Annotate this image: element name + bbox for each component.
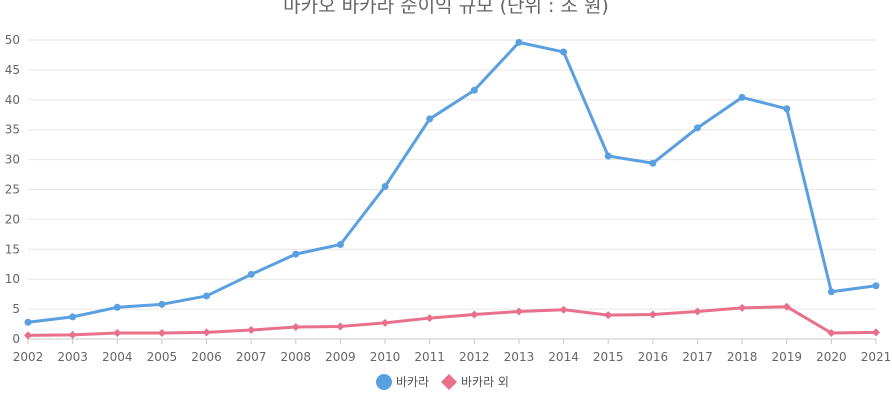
data-point[interactable] [783,105,791,113]
series-line-1 [27,305,877,337]
legend: 바카라 바카라 외 [376,374,509,390]
legend-marker-circle[interactable] [376,374,392,390]
data-point[interactable] [515,38,523,46]
data-point[interactable] [470,86,478,94]
data-point[interactable] [247,326,256,335]
chart-title: 마카오 바카라 순이익 규모 (단위 : 조 원) [283,0,609,17]
data-point[interactable] [604,152,612,160]
x-tick-label: 2010 [370,350,401,364]
data-point[interactable] [425,314,434,323]
data-point[interactable] [202,328,211,337]
x-tick-label: 2015 [593,350,624,364]
y-tick-label: 25 [5,183,20,197]
data-point[interactable] [872,328,880,337]
series-layer [24,38,880,340]
x-tick-label: 2003 [57,350,88,364]
data-point[interactable] [648,310,657,319]
y-tick-label: 15 [5,242,20,256]
x-tick-label: 2002 [13,350,44,364]
data-point[interactable] [157,329,166,338]
data-point[interactable] [470,310,479,319]
data-point[interactable] [559,305,568,314]
data-point[interactable] [158,300,166,308]
y-tick-label: 50 [5,33,20,47]
axes: 0 5 10 15 20 25 30 35 40 45 50 2002 2003 2004 2005 2006… [5,33,892,364]
data-point[interactable] [292,250,300,258]
x-tick-label: 2021 [861,350,892,364]
x-tick-label: 2012 [459,350,490,364]
x-tick-label: 2014 [548,350,579,364]
y-tick-label: 30 [5,153,20,167]
x-tick-label: 2011 [414,350,445,364]
legend-label[interactable]: 바카라 [396,375,429,389]
data-point[interactable] [113,303,121,311]
y-tick-label: 40 [5,93,20,107]
legend-marker-diamond[interactable] [441,374,457,390]
data-point[interactable] [693,307,702,316]
series-line-0 [27,40,877,324]
data-point[interactable] [381,318,390,327]
y-tick-label: 5 [12,302,20,316]
x-tick-label: 2009 [325,350,356,364]
x-tick-label: 2005 [147,350,178,364]
data-point[interactable] [872,282,880,290]
data-point[interactable] [604,311,613,320]
x-tick-label: 2017 [682,350,713,364]
data-point[interactable] [113,329,122,338]
data-point[interactable] [738,303,747,312]
data-point[interactable] [203,292,211,300]
data-point[interactable] [426,115,434,123]
data-point[interactable] [827,329,836,338]
x-tick-label: 2020 [816,350,847,364]
legend-label[interactable]: 바카라 외 [461,375,509,389]
x-tick-label: 2004 [102,350,133,364]
data-point[interactable] [381,183,389,191]
data-point[interactable] [336,322,345,331]
x-tick-label: 2006 [191,350,222,364]
y-tick-label: 0 [12,332,20,346]
data-point[interactable] [782,302,791,311]
x-tick-label: 2016 [638,350,669,364]
data-point[interactable] [68,330,77,339]
data-point[interactable] [69,313,77,321]
data-point[interactable] [827,288,835,296]
data-point[interactable] [738,93,746,101]
data-point[interactable] [24,331,32,340]
y-tick-label: 20 [5,212,20,226]
x-tick-label: 2008 [281,350,312,364]
x-tick-label: 2018 [727,350,758,364]
x-tick-label: 2013 [504,350,535,364]
data-point[interactable] [336,241,344,249]
data-point[interactable] [24,318,32,326]
data-point[interactable] [514,307,523,316]
y-tick-label: 35 [5,123,20,137]
y-tick-label: 10 [5,272,20,286]
grid-lines [28,39,876,340]
x-tick-label: 2007 [236,350,267,364]
data-point[interactable] [291,323,300,332]
data-point[interactable] [560,48,568,56]
y-tick-label: 45 [5,63,20,77]
x-tick-label: 2019 [771,350,802,364]
data-point[interactable] [693,124,701,132]
data-point[interactable] [649,159,657,167]
data-point[interactable] [247,270,255,278]
